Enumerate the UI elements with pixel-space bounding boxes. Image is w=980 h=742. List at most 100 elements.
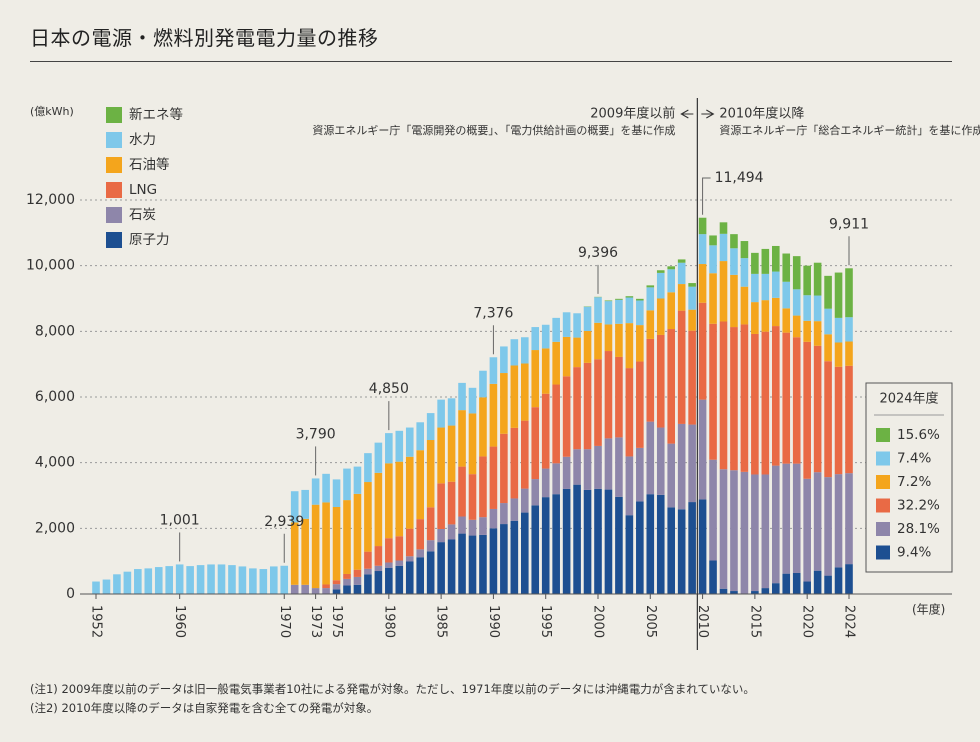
bar-segment <box>531 479 540 506</box>
bar-segment <box>395 560 404 566</box>
bar-segment <box>280 565 289 594</box>
bar-segment <box>541 393 550 469</box>
bar-segment <box>364 482 372 552</box>
bar-segment <box>761 300 770 332</box>
period-after-source: 資源エネルギー庁「総合エネルギー統計」を基に作成 <box>719 123 980 137</box>
annotation-label: 11,494 <box>715 170 764 186</box>
period-after-title: 2010年度以降 <box>719 106 804 122</box>
bar-segment <box>845 317 853 342</box>
bar-segment <box>562 312 571 337</box>
bar-segment <box>353 576 362 585</box>
y-axis-label: (億kWh) <box>30 105 74 118</box>
x-tick-label: 1975 <box>329 605 344 638</box>
bar-segment <box>594 297 602 323</box>
y-tick-label: 12,000 <box>26 192 75 208</box>
bar-segment <box>468 519 477 536</box>
bar-segment <box>646 287 655 311</box>
bar-segment <box>824 477 832 576</box>
bar-segment <box>698 217 707 235</box>
bar-segment <box>541 348 550 394</box>
bar-segment <box>290 584 299 594</box>
bar-segment <box>688 309 696 331</box>
bar-segment <box>615 496 623 594</box>
bar-segment <box>552 341 560 385</box>
bar-segment <box>447 481 456 525</box>
bar-segment <box>677 423 686 510</box>
bar-segment <box>604 438 613 490</box>
bar-segment <box>615 323 623 357</box>
bar-segment <box>698 264 707 303</box>
bar-segment <box>458 382 466 411</box>
bar-segment <box>541 497 550 594</box>
bar-segment <box>667 269 676 293</box>
annotation-label: 7,376 <box>473 305 513 321</box>
bar-segment <box>625 368 634 457</box>
bar-segment <box>792 463 801 573</box>
bar-segment <box>364 551 372 569</box>
bar-segment <box>364 574 372 594</box>
bar-segment <box>625 515 634 594</box>
bar-segment <box>416 450 425 520</box>
legend-swatch <box>106 207 122 223</box>
bar-segment <box>740 241 749 259</box>
legend-label: 原子力 <box>129 232 170 248</box>
bar-segment <box>656 270 665 273</box>
annotation-label: 2,939 <box>264 514 304 530</box>
bar-segment <box>144 568 153 594</box>
bar-segment <box>562 456 571 489</box>
bar-segment <box>761 248 770 274</box>
bar-segment <box>834 474 843 568</box>
bar-segment <box>541 468 550 498</box>
footnotes: (注1) 2009年度以前のデータは旧一般電気事業者10社による発電が対象。ただ… <box>30 680 755 718</box>
bar-segment <box>562 376 571 457</box>
bar-segment <box>646 310 655 339</box>
left-arrow <box>680 109 694 119</box>
bar-segment <box>730 248 738 275</box>
bar-segment <box>447 398 456 426</box>
bar-segment <box>573 337 581 368</box>
annotation-label: 9,911 <box>829 216 869 232</box>
bar-segment <box>458 410 466 467</box>
bar-segment <box>792 256 801 290</box>
bar-segment <box>510 498 519 521</box>
bar-segment <box>437 528 445 543</box>
x-tick-label: 1985 <box>434 605 449 638</box>
bar-segment <box>771 583 780 594</box>
bar-segment <box>552 384 560 464</box>
bar-segment <box>834 567 843 594</box>
bar-segment <box>416 557 425 594</box>
bar-segment <box>500 503 508 525</box>
bar-segment <box>813 321 822 346</box>
bar-segment <box>803 341 811 479</box>
bar-segment <box>102 579 111 594</box>
bar-segment <box>709 235 717 246</box>
annotation-label: 4,850 <box>369 381 409 397</box>
legend-label: LNG <box>129 182 157 198</box>
bar-segment <box>217 564 226 594</box>
bar-segment <box>594 445 602 489</box>
bar-segment <box>625 323 634 369</box>
bar-segment <box>322 588 330 594</box>
bar-segment <box>761 588 770 594</box>
bar-segment <box>479 370 487 398</box>
share-label: 7.4% <box>897 451 931 467</box>
bar-segment <box>792 572 801 594</box>
bar-segment <box>771 465 780 584</box>
bar-segment <box>625 456 634 516</box>
bar-segment <box>813 570 822 594</box>
bar-segment <box>709 273 717 324</box>
bar-segment <box>447 524 456 540</box>
bar-segment <box>259 569 268 594</box>
share-swatch <box>876 451 890 466</box>
bar-segment <box>719 233 728 262</box>
bar-segment <box>290 522 299 585</box>
bar-segment <box>301 518 309 585</box>
bar-segment <box>479 534 487 594</box>
bar-segment <box>500 433 508 504</box>
bar-segment <box>353 493 362 570</box>
bar-segment <box>636 325 644 362</box>
bar-segment <box>813 472 822 571</box>
bar-segment <box>343 585 351 594</box>
bar-segment <box>322 473 330 503</box>
bar-segment <box>343 573 351 579</box>
